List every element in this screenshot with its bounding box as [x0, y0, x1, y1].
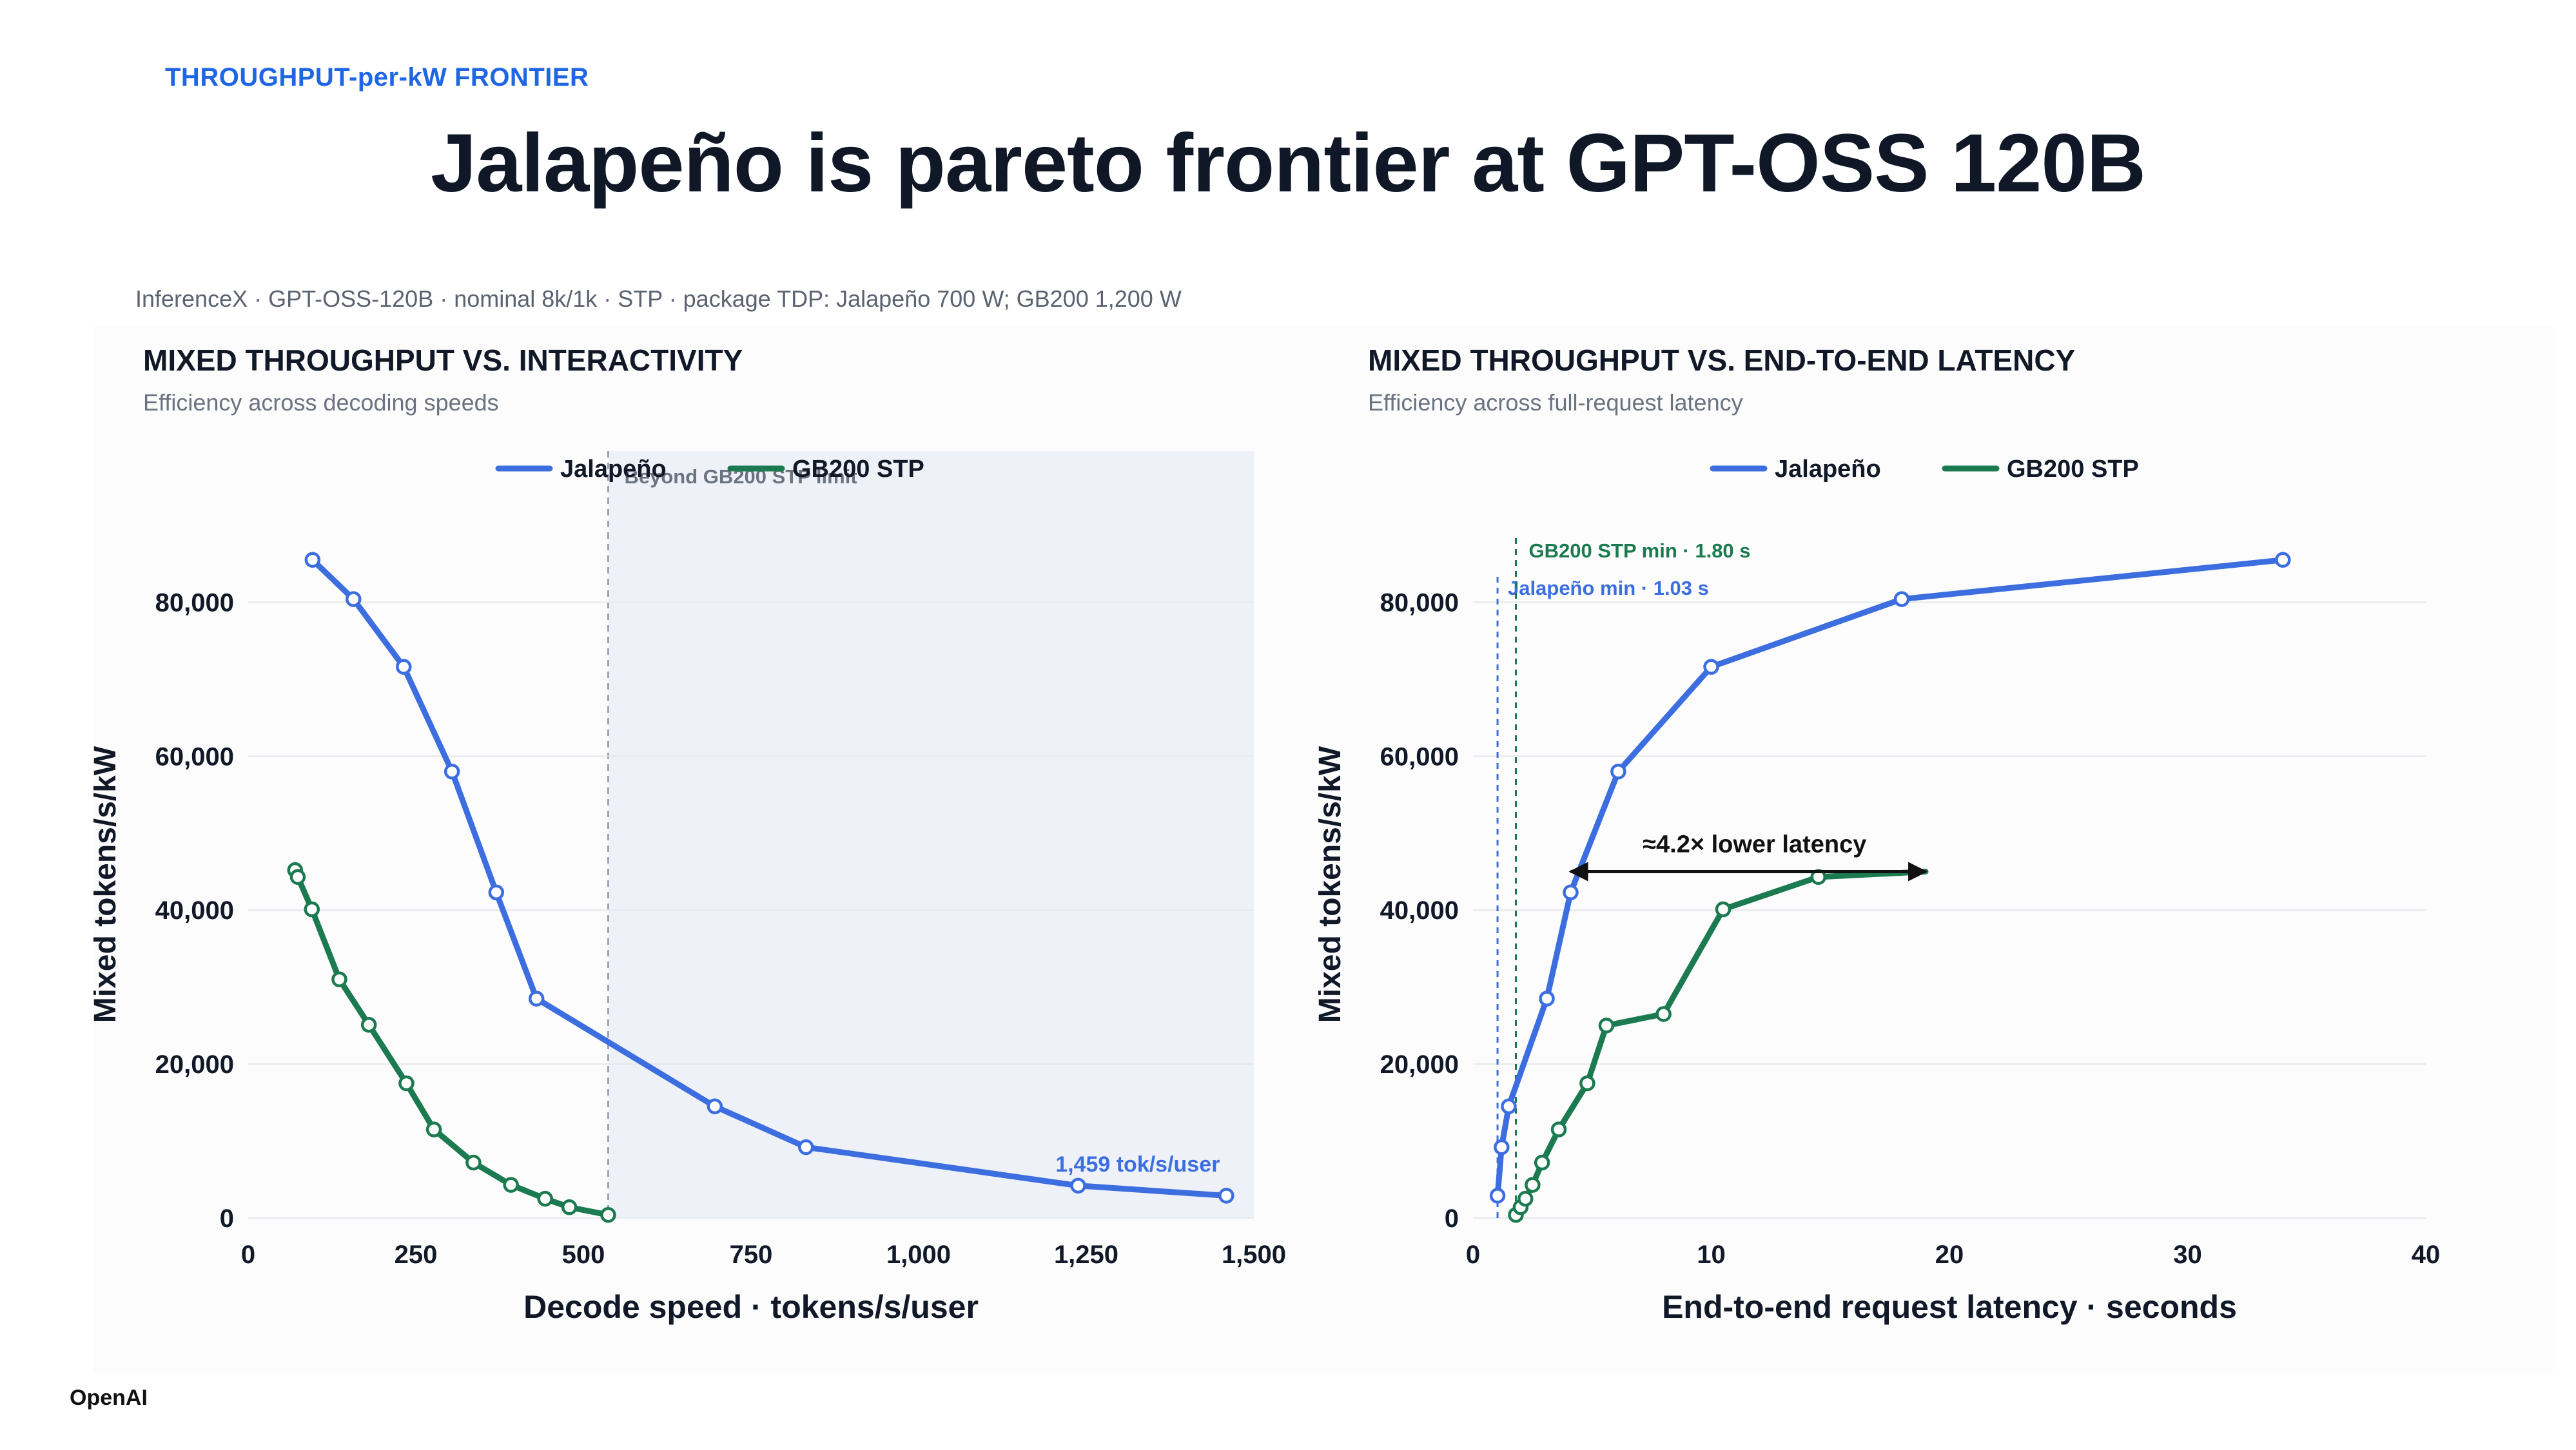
data-point	[1534, 1154, 1550, 1171]
data-point	[1218, 1188, 1234, 1204]
page-title: Jalapeño is pareto frontier at GPT-OSS 1…	[431, 117, 2146, 209]
x-tick-label: 10	[1697, 1241, 1726, 1269]
series-line	[1513, 869, 1929, 1218]
series-line	[309, 557, 1229, 1199]
legend-label: Jalapeño	[1775, 456, 1881, 483]
data-point	[1489, 1188, 1506, 1204]
data-point	[331, 971, 347, 987]
data-point	[1517, 1190, 1534, 1207]
reference-line-label: Jalapeño min · 1.03 s	[1508, 577, 1709, 599]
data-point	[488, 884, 505, 900]
data-point	[289, 869, 306, 885]
openai-logo: OpenAI	[70, 1386, 148, 1410]
data-point	[1715, 901, 1732, 918]
chart-title: MIXED THROUGHPUT VS. END-TO-END LATENCY	[1368, 343, 2075, 377]
data-annotation: 1,459 tok/s/user	[1055, 1152, 1220, 1177]
data-point	[1579, 1075, 1595, 1092]
data-point	[1494, 1139, 1510, 1155]
source-note: InferenceX · GPT-OSS-120B · nominal 8k/1…	[135, 285, 1182, 312]
data-point	[304, 552, 321, 568]
y-tick-label: 0	[220, 1204, 234, 1233]
data-point	[707, 1098, 723, 1115]
data-point	[561, 1199, 578, 1215]
arrow-label: ≈4.2× lower latency	[1643, 831, 1866, 858]
shaded-region	[608, 451, 1254, 1218]
x-tick-label: 750	[730, 1241, 773, 1269]
legend-label: Jalapeño	[560, 456, 667, 483]
reference-line-label: GB200 STP min · 1.80 s	[1529, 539, 1751, 562]
y-tick-label: 80,000	[155, 588, 234, 617]
y-axis-label: Mixed tokens/s/kW	[93, 746, 122, 1023]
data-point	[444, 763, 460, 780]
data-point	[1893, 591, 1910, 607]
data-point	[1070, 1177, 1086, 1194]
data-point	[465, 1154, 482, 1171]
x-tick-label: 1,000	[886, 1241, 951, 1269]
x-axis-label: Decode speed · tokens/s/user	[523, 1289, 979, 1325]
data-point	[1598, 1018, 1615, 1034]
chart-title: MIXED THROUGHPUT VS. INTERACTIVITY	[143, 343, 743, 377]
chart-subtitle: Efficiency across decoding speeds	[143, 389, 499, 416]
data-point	[1563, 884, 1579, 900]
y-tick-label: 20,000	[1380, 1050, 1459, 1079]
data-point	[528, 991, 545, 1007]
chart-subtitle: Efficiency across full-request latency	[1368, 389, 1743, 416]
y-tick-label: 0	[1445, 1204, 1459, 1233]
data-point	[396, 659, 412, 675]
data-point	[1703, 659, 1719, 675]
chart-interactivity: MIXED THROUGHPUT VS. INTERACTIVITY Effici…	[88, 343, 1286, 1325]
data-point	[600, 1206, 616, 1223]
y-tick-label: 40,000	[155, 896, 234, 925]
x-tick-label: 30	[2173, 1241, 2202, 1269]
series-line	[292, 867, 611, 1218]
y-axis-label: Mixed tokens/s/kW	[1318, 746, 1347, 1023]
x-tick-label: 40	[2412, 1241, 2441, 1269]
legend-label: GB200 STP	[2007, 456, 2139, 483]
data-point	[2275, 552, 2291, 568]
data-point	[304, 901, 320, 918]
data-point	[1525, 1177, 1541, 1193]
x-axis-label: End-to-end request latency · seconds	[1662, 1289, 2237, 1325]
x-tick-label: 250	[395, 1241, 438, 1269]
y-tick-label: 20,000	[155, 1050, 234, 1079]
eyebrow-label: THROUGHPUT-per-kW FRONTIER	[165, 63, 589, 92]
data-point	[360, 1016, 377, 1033]
y-tick-label: 60,000	[155, 742, 234, 771]
chart-panel-latency: MIXED THROUGHPUT VS. END-TO-END LATENCY E…	[1313, 325, 2553, 1373]
data-point	[346, 591, 362, 607]
data-point	[537, 1190, 553, 1207]
data-point	[798, 1139, 814, 1155]
series-line	[1494, 557, 2286, 1199]
x-tick-label: 20	[1935, 1241, 1964, 1269]
data-point	[398, 1075, 415, 1092]
data-point	[1655, 1006, 1672, 1022]
x-tick-label: 0	[1466, 1241, 1480, 1269]
y-tick-label: 40,000	[1380, 896, 1459, 925]
data-point	[1501, 1098, 1517, 1115]
legend-label: GB200 STP	[792, 456, 924, 483]
data-point	[503, 1177, 519, 1193]
y-tick-label: 60,000	[1380, 742, 1459, 771]
x-tick-label: 500	[562, 1241, 605, 1269]
chart-panel-interactivity: MIXED THROUGHPUT VS. INTERACTIVITY Effici…	[88, 325, 1328, 1373]
y-tick-label: 80,000	[1380, 588, 1459, 617]
data-point	[425, 1121, 442, 1137]
x-tick-label: 1,500	[1222, 1241, 1286, 1269]
data-point	[1550, 1121, 1567, 1137]
data-point	[1539, 991, 1555, 1007]
x-tick-label: 1,250	[1054, 1241, 1118, 1269]
chart-latency: MIXED THROUGHPUT VS. END-TO-END LATENCY E…	[1313, 343, 2441, 1325]
data-point	[1610, 763, 1626, 780]
x-tick-label: 0	[241, 1241, 255, 1269]
